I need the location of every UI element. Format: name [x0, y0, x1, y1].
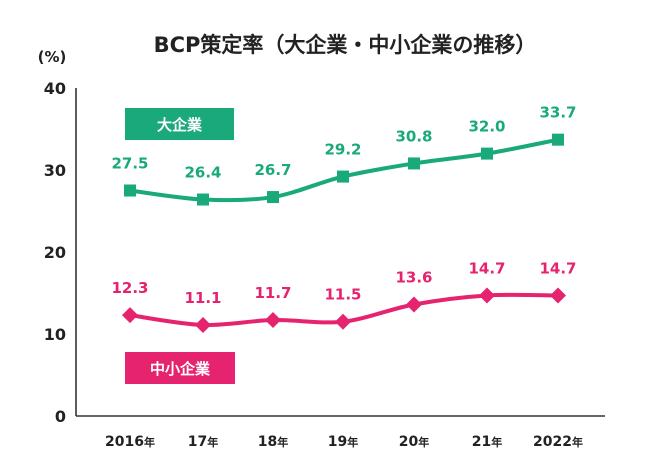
y-unit-label: (%)	[38, 48, 67, 66]
data-point-square	[337, 170, 349, 183]
data-label: 32.0	[468, 118, 505, 136]
data-point-square	[197, 193, 209, 206]
data-point-diamond	[335, 313, 351, 330]
x-tick-label: 2016年	[105, 434, 155, 450]
data-point-square	[408, 157, 420, 170]
data-label: 11.1	[184, 289, 221, 307]
x-tick-label: 18年	[258, 434, 288, 450]
data-label: 13.6	[395, 268, 432, 286]
data-point-square	[552, 133, 564, 146]
data-label: 26.7	[254, 161, 291, 179]
legend-badge-2	[125, 352, 235, 384]
data-label: 29.2	[324, 141, 361, 159]
data-point-square	[481, 147, 493, 160]
data-label: 27.5	[111, 155, 148, 173]
data-point-diamond	[406, 296, 422, 313]
x-tick-labels: 2016年 17年 18年 19年 20年 21年 2022年	[105, 434, 583, 450]
y-tick-label: 20	[44, 243, 66, 262]
data-label: 14.7	[468, 259, 505, 277]
data-point-square	[267, 191, 279, 204]
data-label: 30.8	[395, 127, 432, 145]
x-tick-label: 21年	[472, 434, 502, 450]
legend-label-1: 大企業	[157, 116, 203, 134]
y-tick-label: 0	[55, 407, 66, 426]
x-tick-label: 20年	[399, 434, 429, 450]
data-label: 11.7	[254, 284, 291, 302]
data-label: 33.7	[539, 104, 576, 122]
y-tick-labels: 0 10 20 30 40	[44, 79, 66, 426]
y-tick-label: 40	[44, 79, 66, 98]
y-tick-label: 10	[44, 325, 66, 344]
x-tick-label: 17年	[188, 434, 218, 450]
data-point-diamond	[550, 287, 566, 304]
data-point-diamond	[479, 287, 495, 304]
data-point-diamond	[265, 312, 281, 329]
x-tick-label: 19年	[328, 434, 358, 450]
series-layer: 27.5 26.4 26.7 29.2 30.8 32.0 33.7 12.3 11.1 11.7…	[111, 104, 577, 333]
data-point-square	[124, 184, 136, 197]
data-label: 14.7	[539, 259, 576, 277]
data-point-diamond	[195, 316, 211, 333]
y-tick-label: 30	[44, 161, 66, 180]
x-tick-label: 2022年	[533, 434, 583, 450]
data-label: 12.3	[111, 279, 148, 297]
data-label: 26.4	[184, 164, 221, 182]
chart-title: BCP策定率（大企業・中小企業の推移）	[154, 33, 537, 57]
data-label: 11.5	[324, 286, 361, 304]
data-point-diamond	[122, 307, 138, 324]
legend-label-2: 中小企業	[150, 360, 211, 378]
legend-badge-1	[125, 108, 234, 140]
